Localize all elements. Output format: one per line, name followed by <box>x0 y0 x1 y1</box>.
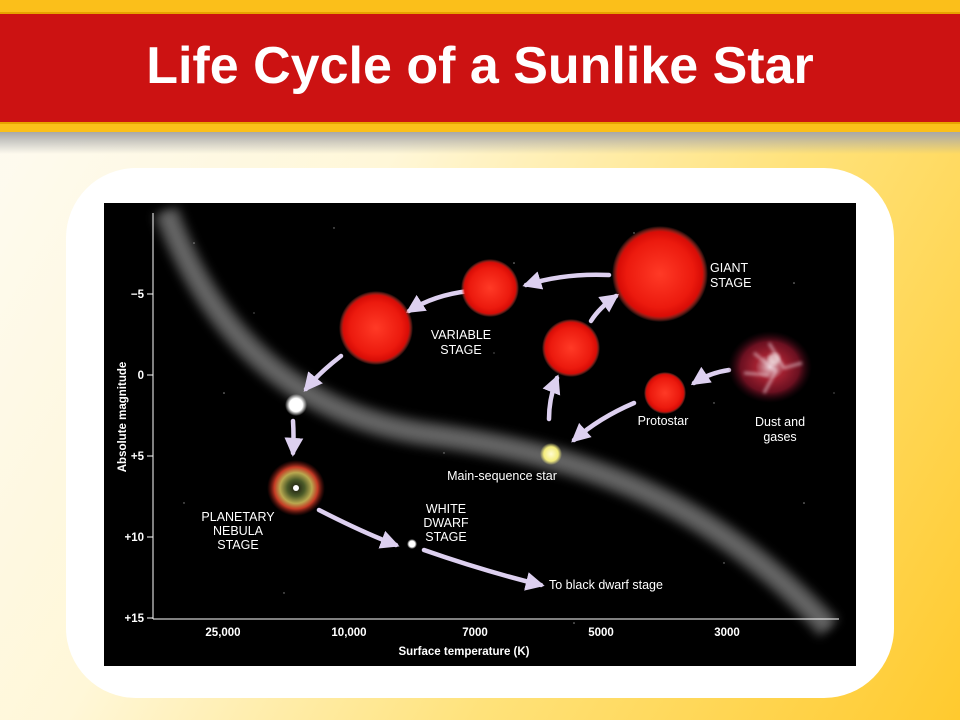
white-dwarf-stage-label: WHITE DWARF STAGE <box>423 502 469 544</box>
svg-text:DWARF: DWARF <box>423 516 469 530</box>
y-tick-plus-10: +10 <box>124 532 144 544</box>
svg-text:Protostar: Protostar <box>638 414 689 428</box>
y-axis-ticks <box>147 293 153 619</box>
to-black-dwarf-stage-label: To black dwarf stage <box>549 578 663 592</box>
x-tick-25000: 25,000 <box>205 627 240 639</box>
y-tick-plus-5: +5 <box>131 451 145 463</box>
arrow-subgiant-to-giant <box>588 293 620 324</box>
x-tick-3000: 3000 <box>714 627 740 639</box>
planetary-nebula-stage-label: PLANETARY NEBULA STAGE <box>201 510 275 552</box>
slide-title: Life Cycle of a Sunlike Star <box>146 37 814 95</box>
svg-text:To black dwarf stage: To black dwarf stage <box>549 578 663 592</box>
dust-and-gases-label: Dust and gases <box>755 415 805 444</box>
arrow-nebula-to-white-dwarf <box>316 507 400 549</box>
svg-text:Main-sequence star: Main-sequence star <box>447 469 557 483</box>
svg-text:STAGE: STAGE <box>425 530 466 544</box>
svg-text:VARIABLE: VARIABLE <box>431 328 491 342</box>
x-tick-7000: 7000 <box>462 627 488 639</box>
arrow-white-dwarf-to-black-dwarf <box>421 547 545 591</box>
subgiant-star <box>542 319 600 377</box>
y-tick-plus-15: +15 <box>124 613 144 625</box>
arrow-main-sequence-to-subgiant <box>542 374 561 422</box>
giant-stage-label: GIANT STAGE <box>710 261 751 290</box>
svg-text:NEBULA: NEBULA <box>213 524 264 538</box>
y-tick-0: 0 <box>138 370 144 382</box>
x-tick-5000: 5000 <box>588 627 614 639</box>
starfield <box>183 227 835 624</box>
dust-and-gases-cloud <box>728 331 812 403</box>
svg-text:PLANETARY: PLANETARY <box>201 510 275 524</box>
variable-stage-label: VARIABLE STAGE <box>431 328 491 357</box>
svg-text:GIANT: GIANT <box>710 261 749 275</box>
protostar-label: Protostar <box>638 414 689 428</box>
star-life-cycle-diagram: −5 0 +5 +10 +15 Absolute magnitude 25,00… <box>104 203 856 666</box>
arrow-giant-to-red-star <box>522 271 612 290</box>
arrow-variable-to-white-star <box>303 353 344 392</box>
slide-header <box>0 0 960 132</box>
arrow-white-star-to-nebula <box>284 418 304 457</box>
x-axis-label: Surface temperature (K) <box>398 646 529 658</box>
svg-text:STAGE: STAGE <box>440 343 481 357</box>
title-bar <box>0 12 960 124</box>
y-axis-label: Absolute magnitude <box>117 362 129 473</box>
variable-stage-star <box>339 291 413 365</box>
protostar-star <box>644 372 686 414</box>
x-tick-10000: 10,000 <box>331 627 366 639</box>
main-sequence-band <box>153 206 839 637</box>
svg-text:STAGE: STAGE <box>710 276 751 290</box>
giant-star <box>612 226 708 322</box>
red-star-cooling <box>461 259 519 317</box>
svg-text:Dust and: Dust and <box>755 415 805 429</box>
svg-text:gases: gases <box>763 430 796 444</box>
hot-white-star <box>285 394 307 416</box>
svg-text:STAGE: STAGE <box>217 538 258 552</box>
main-sequence-star-label: Main-sequence star <box>447 469 557 483</box>
arrow-red-star-to-variable <box>405 288 472 314</box>
svg-text:WHITE: WHITE <box>426 502 466 516</box>
planetary-nebula <box>267 460 325 516</box>
white-dwarf-star <box>407 539 417 549</box>
arrow-protostar-to-main-sequence <box>571 400 637 443</box>
main-sequence-star-dot <box>540 443 562 465</box>
arrow-dust-to-protostar <box>690 366 732 386</box>
header-shadow <box>0 132 960 154</box>
y-tick-minus-5: −5 <box>131 289 145 301</box>
